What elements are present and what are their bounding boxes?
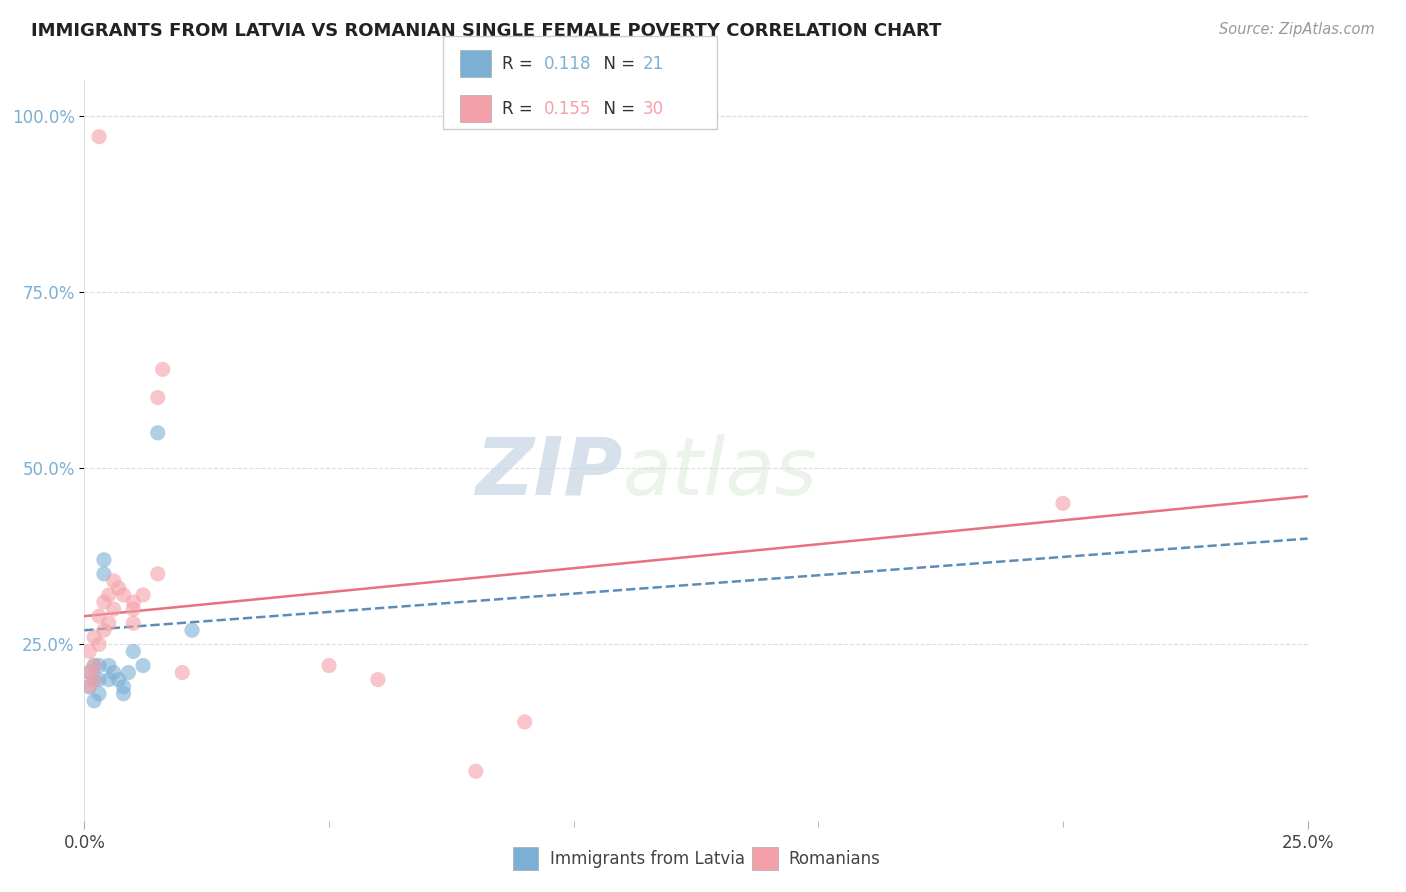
Text: 0.118: 0.118	[544, 54, 592, 73]
Point	[77, 644, 100, 658]
Point	[93, 553, 115, 567]
Point	[83, 673, 105, 687]
Text: 21: 21	[643, 54, 664, 73]
Point	[87, 637, 110, 651]
Point	[87, 609, 110, 624]
Point	[77, 665, 100, 680]
Text: Immigrants from Latvia: Immigrants from Latvia	[550, 849, 745, 868]
Text: Source: ZipAtlas.com: Source: ZipAtlas.com	[1219, 22, 1375, 37]
Text: R =: R =	[502, 100, 538, 118]
Point	[103, 574, 125, 588]
Point	[181, 624, 204, 638]
Text: 30: 30	[643, 100, 664, 118]
Text: ZIP: ZIP	[475, 434, 623, 512]
Point	[87, 658, 110, 673]
Point	[77, 680, 100, 694]
Text: 0.155: 0.155	[544, 100, 592, 118]
Point	[172, 665, 194, 680]
Point	[107, 673, 129, 687]
Point	[87, 129, 110, 144]
Point	[83, 694, 105, 708]
Point	[464, 764, 486, 779]
Point	[122, 595, 145, 609]
Point	[83, 658, 105, 673]
Point	[146, 566, 169, 581]
Point	[93, 624, 115, 638]
Point	[93, 595, 115, 609]
Point	[77, 680, 100, 694]
Point	[87, 687, 110, 701]
Point	[513, 714, 536, 729]
Point	[152, 362, 174, 376]
Point	[1052, 496, 1074, 510]
Point	[77, 665, 100, 680]
Text: R =: R =	[502, 54, 538, 73]
Text: Romanians: Romanians	[789, 849, 880, 868]
Point	[146, 391, 169, 405]
Point	[87, 673, 110, 687]
Point	[93, 566, 115, 581]
Point	[107, 581, 129, 595]
Point	[318, 658, 340, 673]
Point	[117, 665, 139, 680]
Point	[132, 658, 155, 673]
Point	[83, 658, 105, 673]
Point	[83, 630, 105, 644]
Point	[97, 658, 120, 673]
Point	[122, 602, 145, 616]
Point	[83, 673, 105, 687]
Point	[103, 665, 125, 680]
Point	[146, 425, 169, 440]
Point	[97, 616, 120, 631]
Point	[97, 673, 120, 687]
Point	[112, 687, 135, 701]
Point	[367, 673, 389, 687]
Point	[122, 616, 145, 631]
Text: N =: N =	[593, 54, 641, 73]
Point	[112, 680, 135, 694]
Point	[112, 588, 135, 602]
Point	[103, 602, 125, 616]
Text: N =: N =	[593, 100, 641, 118]
Point	[122, 644, 145, 658]
Text: atlas: atlas	[623, 434, 817, 512]
Point	[132, 588, 155, 602]
Point	[97, 588, 120, 602]
Text: IMMIGRANTS FROM LATVIA VS ROMANIAN SINGLE FEMALE POVERTY CORRELATION CHART: IMMIGRANTS FROM LATVIA VS ROMANIAN SINGL…	[31, 22, 941, 40]
